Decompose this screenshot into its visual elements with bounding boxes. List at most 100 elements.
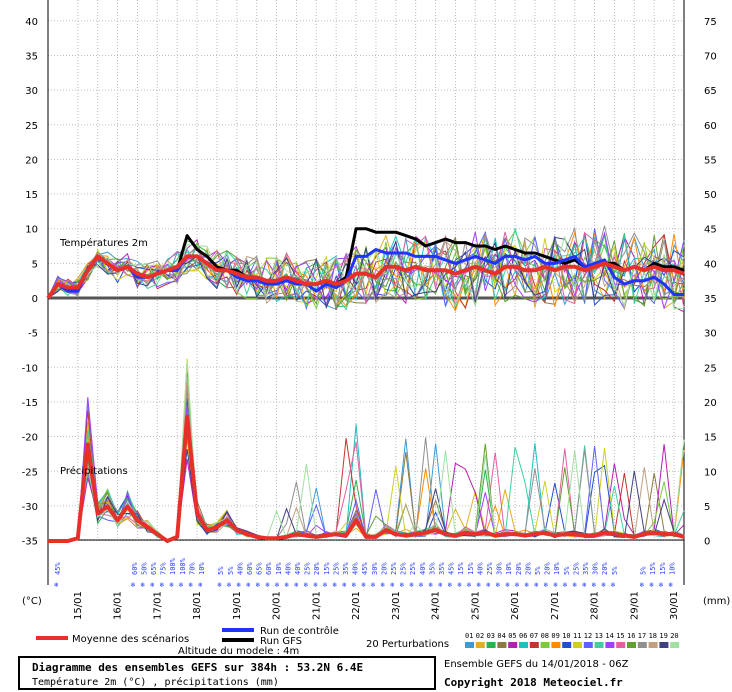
precip-percent-label: 10% — [505, 562, 513, 575]
snowflake-icon: ❄ — [371, 581, 375, 589]
left-tick-label: 15 — [25, 190, 38, 201]
precip-percent-label: 75% — [160, 562, 168, 575]
snowflake-icon: ❄ — [611, 581, 615, 589]
perturbation-swatch — [508, 642, 518, 648]
right-tick-label: 70 — [704, 51, 717, 62]
snowflake-icon: ❄ — [534, 581, 538, 589]
precip-percent-label: 70% — [188, 562, 196, 575]
precip-percent-label: 20% — [380, 562, 388, 575]
right-tick-label: 75 — [704, 17, 717, 28]
precip-percent-label: 20% — [515, 562, 523, 575]
snowflake-icon: ❄ — [284, 581, 288, 589]
precip-percent-label: 10% — [668, 562, 676, 575]
date-tick-label: 23/01 — [391, 591, 402, 620]
snowflake-icon: ❄ — [198, 581, 202, 589]
right-tick-label: 20 — [704, 398, 717, 409]
precip-percent-label: 10% — [198, 562, 206, 575]
perturbation-precip-line — [48, 396, 685, 542]
left-tick-label: 5 — [32, 259, 38, 270]
precip-percent-label: 5% — [227, 566, 235, 575]
left-tick-label: 40 — [25, 17, 38, 28]
snowflake-icon: ❄ — [323, 581, 327, 589]
perturbation-legend: 01 02 03 04 05 06 07 08 09 10 11 12 13 14 15 16 17 18 19 20 — [465, 632, 680, 648]
precip-percent-label: 35% — [342, 562, 350, 575]
snowflake-icon: ❄ — [246, 581, 250, 589]
snowflake-icon: ❄ — [227, 581, 231, 589]
precip-percent-label: 25% — [572, 562, 580, 575]
perturbation-number: 06 — [519, 632, 527, 640]
right-tick-label: 10 — [704, 467, 717, 478]
snowflake-icon: ❄ — [400, 581, 404, 589]
snowflake-icon: ❄ — [294, 581, 298, 589]
precip-percent-label: 45% — [54, 562, 62, 575]
legend-control-label: Run de contrôle — [260, 625, 339, 637]
temperature-section-label: Températures 2m — [59, 237, 148, 249]
precip-percent-label: 25% — [400, 562, 408, 575]
perturbation-swatch — [616, 642, 626, 648]
right-tick-label: 40 — [704, 259, 717, 270]
left-tick-label: -25 — [22, 467, 38, 478]
snowflake-icon: ❄ — [505, 581, 509, 589]
precip-percent-label: 20% — [544, 562, 552, 575]
date-tick-label: 16/01 — [113, 591, 124, 620]
date-tick-label: 22/01 — [351, 591, 362, 620]
precip-percent-label: 30% — [496, 562, 504, 575]
legend-gfs-label: Run GFS — [260, 636, 302, 647]
precip-percent-label: 40% — [236, 562, 244, 575]
mean-temp-line — [46, 254, 685, 300]
precip-percent-label: 35% — [438, 562, 446, 575]
precip-percent-label: 25% — [486, 562, 494, 575]
precip-percent-label: 5% — [563, 566, 571, 575]
perturbation-number: 12 — [584, 632, 592, 640]
footer-title: Diagramme des ensembles GEFS sur 384h : … — [32, 661, 364, 674]
perturbation-swatch — [551, 642, 561, 648]
right-tick-label: 45 — [704, 225, 717, 236]
perturbation-number: 17 — [638, 632, 646, 640]
snowflake-icon: ❄ — [553, 581, 557, 589]
snowflake-icon: ❄ — [188, 581, 192, 589]
precip-percent-label: 20% — [601, 562, 609, 575]
date-tick-label: 17/01 — [152, 591, 163, 620]
footer-subtitle: Température 2m (°C) , précipitations (mm… — [32, 677, 279, 688]
perturbation-number: 01 — [465, 632, 473, 640]
precip-percent-label: 10% — [275, 562, 283, 575]
perturbation-swatch — [659, 642, 669, 648]
snowflake-icon: ❄ — [265, 581, 269, 589]
perturbation-swatch — [605, 642, 615, 648]
snowflake-icon: ❄ — [438, 581, 442, 589]
date-tick-label: 30/01 — [669, 591, 680, 620]
precip-percent-label: 60% — [246, 562, 254, 575]
perturbation-swatch — [540, 642, 550, 648]
perturbation-number: 15 — [616, 632, 624, 640]
snowflake-icon: ❄ — [572, 581, 576, 589]
precip-percent-label: 35% — [582, 562, 590, 575]
perturbation-number: 13 — [595, 632, 603, 640]
snowflake-icon: ❄ — [448, 581, 452, 589]
legend: Moyenne des scénarios Run de contrôle Ru… — [36, 625, 680, 656]
perturbation-number: 11 — [573, 632, 581, 640]
precip-percent-label: 15% — [649, 562, 657, 575]
date-tick-label: 15/01 — [73, 591, 84, 620]
precip-percent-label: 5% — [640, 566, 648, 575]
snowflake-icon: ❄ — [592, 581, 596, 589]
precip-percent-label: 30% — [371, 562, 379, 575]
precip-percent-label: 40% — [419, 562, 427, 575]
left-axis-unit: (°C) — [22, 596, 42, 607]
precip-percent-label: 35% — [428, 562, 436, 575]
left-tick-label: -35 — [22, 537, 38, 548]
left-tick-label: 25 — [25, 121, 38, 132]
precip-percent-label: 40% — [294, 562, 302, 575]
perturbation-swatch — [670, 642, 680, 648]
snowflake-icon: ❄ — [150, 581, 154, 589]
snowflake-icon: ❄ — [352, 581, 356, 589]
date-tick-label: 25/01 — [470, 591, 481, 620]
snowflake-icon: ❄ — [515, 581, 519, 589]
date-tick-label: 29/01 — [629, 591, 640, 620]
chart-series — [46, 225, 685, 543]
perturbation-swatch — [648, 642, 658, 648]
perturbation-number: 10 — [562, 632, 570, 640]
snowflake-icon: ❄ — [428, 581, 432, 589]
precip-percent-label: 60% — [131, 562, 139, 575]
